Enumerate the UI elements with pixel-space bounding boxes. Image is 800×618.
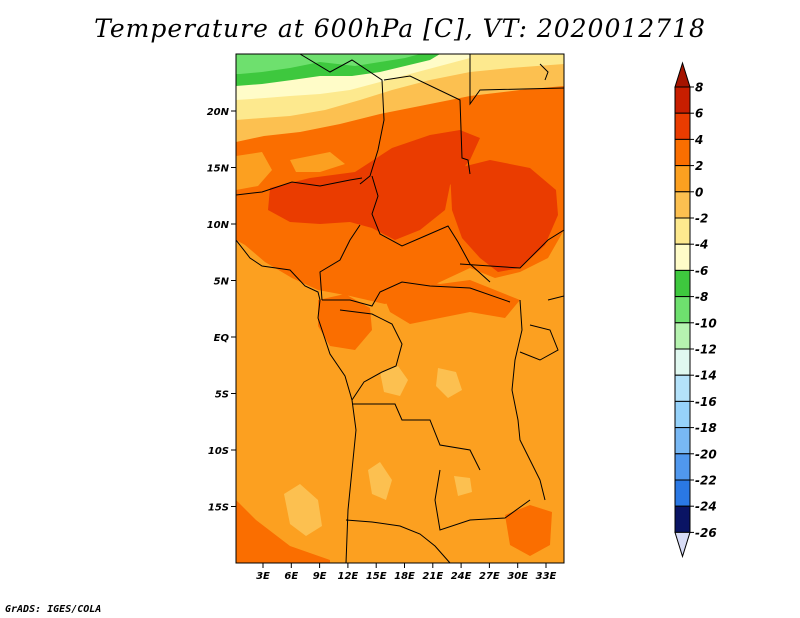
colorbar-label: 4 (694, 133, 703, 147)
colorbar-label: 8 (695, 81, 703, 95)
colorbar-label: -2 (695, 212, 708, 226)
field-band-6-8-b (450, 160, 558, 272)
lat-label: 10N (207, 220, 230, 231)
colorbar-box (674, 296, 691, 324)
border-egypt-sudan (469, 54, 564, 106)
border-nigeria-cameroon (319, 224, 361, 301)
lon-label: 21E (422, 571, 443, 582)
lon-label: 12E (338, 571, 359, 582)
colorbar-label: -20 (695, 447, 717, 461)
lon-label: 3E (256, 571, 270, 582)
border-zambia-zimbabwe (434, 469, 531, 531)
field-spot-0-2-a (380, 366, 408, 396)
colorbar-bottom-arrow (674, 531, 691, 559)
field-spot-0-2-c (368, 462, 392, 500)
lon-label: 6E (284, 571, 298, 582)
longitude-axis: 3E 6E 9E 12E 15E 18E 21E 24E 27E 30E 33E (256, 563, 557, 582)
map-frame (235, 53, 565, 564)
lon-label: 30E (507, 571, 528, 582)
lat-label: 10S (208, 446, 229, 457)
border-east-lakes (511, 299, 546, 501)
colorbar-box (674, 400, 691, 429)
colorbar-box (674, 243, 691, 271)
country-borders (236, 54, 564, 563)
field-band-neg8-neg6 (236, 54, 420, 74)
field-spot-0-2-e (454, 476, 472, 496)
lat-label: EQ (214, 333, 230, 344)
colorbar-box (674, 427, 691, 455)
field-pocket-2-4-b (290, 152, 345, 172)
colorbar-label: -6 (695, 264, 708, 278)
colorbar-box (674, 348, 691, 376)
colorbar-box (674, 453, 691, 481)
colorbar-label: 2 (695, 159, 703, 173)
colorbar-label: -12 (695, 343, 717, 357)
field-spot-0-2-b (436, 368, 462, 398)
colorbar-label: 6 (695, 107, 703, 121)
field-band-4-6-southwest (236, 500, 330, 563)
field-spot-0-2-d (284, 484, 322, 536)
lat-label: 20N (207, 107, 230, 118)
colorbar-label: -14 (695, 369, 717, 383)
colorbar-box (674, 165, 691, 193)
footer-credit: GrADS: IGES/COLA (5, 604, 102, 615)
border-sahel (236, 177, 363, 196)
colorbar-label: -16 (695, 395, 717, 409)
lon-label: 33E (536, 571, 557, 582)
lat-label: 15N (207, 164, 230, 175)
field-band-4-6-central (380, 278, 520, 324)
colorbar: 8 6 4 2 0 -2 -4 -6 -8 -10 -12 -14 -16 -18 -20 -22 -24 -26 (674, 61, 717, 559)
colorbar-label: -22 (695, 474, 717, 488)
lat-label: 5S (215, 390, 229, 401)
lat-label: 5N (214, 277, 230, 288)
colorbar-label: -8 (695, 290, 708, 304)
colorbar-box (674, 217, 691, 245)
border-chad-car (371, 175, 491, 283)
colorbar-top-arrow (674, 61, 691, 88)
colorbar-box (674, 479, 691, 507)
lat-label: 15S (208, 503, 229, 514)
colorbar-label: -26 (695, 526, 717, 540)
border-angola-namibia (345, 519, 451, 563)
map-title: Temperature at 600hPa [C], VT: 202001271… (94, 14, 706, 43)
latitude-axis: 20N 15N 10N 5N EQ 5S 10S 15S (207, 107, 236, 514)
lon-label: 27E (479, 571, 500, 582)
field-band-4-6-west (318, 294, 372, 350)
colorbar-box (674, 374, 691, 402)
colorbar-box (674, 322, 691, 350)
lake-victoria (519, 324, 559, 361)
colorbar-box (674, 191, 691, 219)
border-drc-angola (352, 403, 481, 471)
colorbar-box (674, 86, 691, 114)
border-kenya (547, 295, 564, 301)
lon-label: 15E (366, 571, 387, 582)
coastline-west (236, 239, 357, 563)
coastline-red-sea (539, 63, 549, 81)
border-south-sudan (459, 229, 564, 269)
colorbar-label: -4 (695, 238, 708, 252)
temperature-field (236, 54, 564, 563)
colorbar-box (674, 138, 691, 167)
colorbar-label: -18 (695, 421, 717, 435)
field-band-4-6-southeast (505, 505, 552, 556)
field-band-6-8-a (268, 130, 480, 240)
colorbar-box (674, 505, 691, 533)
border-algeria-niger (299, 54, 385, 185)
border-congo-drc (339, 309, 403, 401)
lon-label: 18E (394, 571, 415, 582)
field-pocket-2-4-a (236, 152, 272, 190)
colorbar-label: 0 (695, 185, 703, 199)
border-car-drc (322, 281, 511, 307)
colorbar-label: -24 (695, 500, 717, 514)
lon-label: 9E (313, 571, 327, 582)
colorbar-box (674, 269, 691, 298)
lon-label: 24E (451, 571, 472, 582)
colorbar-label: -10 (695, 316, 717, 330)
colorbar-box (674, 112, 691, 140)
border-libya-chad (383, 75, 471, 175)
